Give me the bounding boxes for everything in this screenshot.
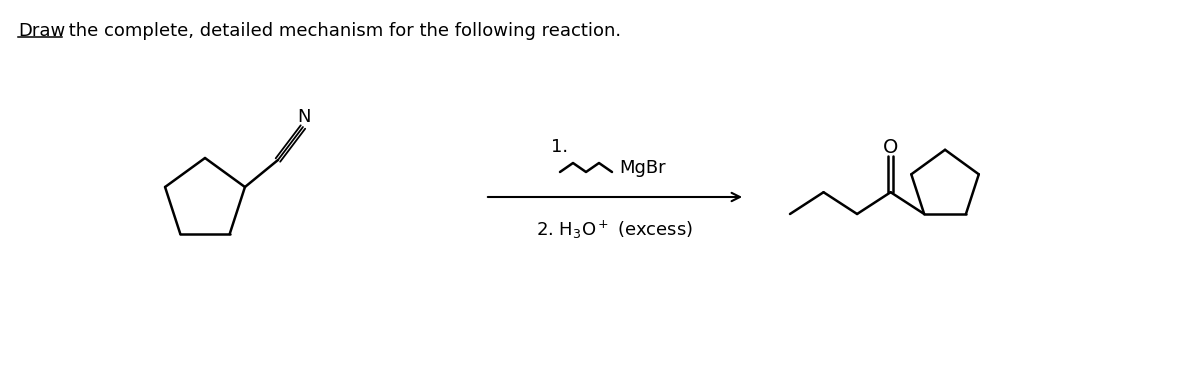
Text: the complete, detailed mechanism for the following reaction.: the complete, detailed mechanism for the… <box>64 22 622 40</box>
Text: O: O <box>883 138 899 157</box>
Text: MgBr: MgBr <box>619 159 666 177</box>
Text: 1.: 1. <box>552 138 569 156</box>
Text: 2. H$_3$O$^+$ (excess): 2. H$_3$O$^+$ (excess) <box>536 219 694 241</box>
Text: Draw: Draw <box>18 22 65 40</box>
Text: N: N <box>298 108 311 126</box>
